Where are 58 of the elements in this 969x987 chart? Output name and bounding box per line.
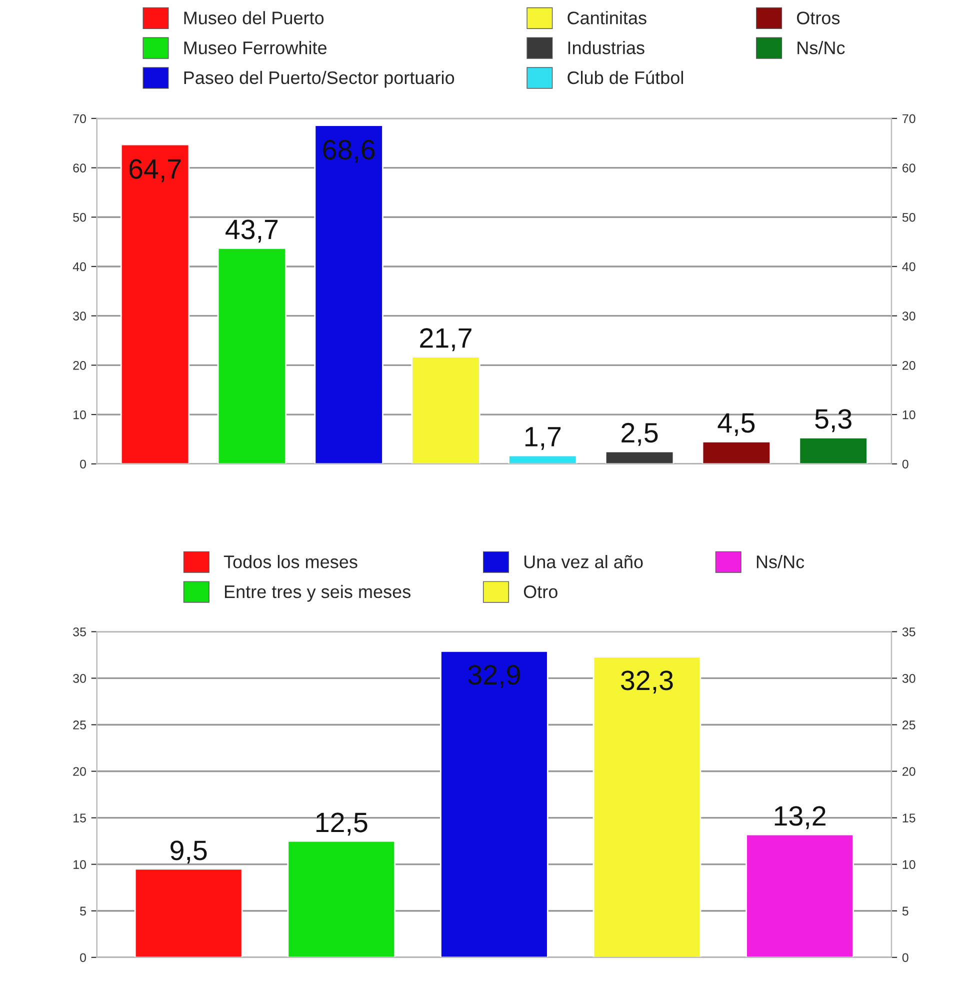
y2-tick-label: 30 — [902, 312, 916, 320]
y2-tick-label: 15 — [902, 814, 916, 822]
y2-tick-label: 35 — [902, 627, 916, 636]
y-tick-label: 30 — [73, 312, 86, 320]
data-label: 43,7 — [226, 220, 278, 243]
legend-label: Todos los meses — [224, 555, 358, 568]
y2-tick-label: 70 — [902, 114, 916, 124]
y-tick-label: 15 — [74, 814, 86, 822]
data-label: 5,3 — [815, 409, 852, 432]
data-label: 13,2 — [774, 806, 826, 830]
legend-label: Industrias — [568, 40, 644, 54]
y-tick-label: 20 — [73, 767, 86, 776]
y2-tick-label: 40 — [902, 262, 916, 272]
y2-tick-label: 20 — [902, 767, 916, 776]
legend-label: Cantinitas — [568, 11, 646, 24]
y2-tick-label: 30 — [902, 674, 916, 683]
data-label: 9,5 — [170, 840, 207, 864]
y-tick-label: 10 — [74, 410, 86, 420]
data-label: 68,6 — [323, 140, 375, 163]
y-tick-label: 40 — [72, 262, 86, 272]
data-label: 21,7 — [420, 328, 472, 352]
data-label: 2,5 — [622, 422, 658, 446]
legend-label: Una vez al año — [524, 555, 643, 568]
legend-label: Museo del Puerto — [184, 11, 324, 24]
data-label: 64,7 — [129, 159, 181, 182]
y2-tick-label: 0 — [902, 953, 908, 962]
y2-tick-label: 0 — [902, 460, 908, 469]
y2-tick-label: 10 — [902, 410, 916, 420]
legend-label: Ns/Nc — [798, 40, 845, 54]
y-tick-label: 10 — [74, 860, 86, 869]
y-tick-label: 20 — [73, 360, 86, 370]
y-tick-label: 0 — [80, 460, 86, 469]
y2-tick-label: 20 — [902, 360, 916, 370]
legend-label: Ns/Nc — [756, 555, 804, 568]
legend-label: Entre tres y seis meses — [224, 584, 410, 602]
y-tick-label: 5 — [80, 906, 86, 916]
y2-tick-label: 60 — [902, 164, 916, 172]
y2-tick-label: 50 — [902, 212, 916, 222]
y-tick-label: 50 — [73, 212, 86, 222]
y2-tick-label: 10 — [902, 860, 916, 869]
y-tick-label: 25 — [73, 720, 86, 730]
y2-tick-label: 25 — [902, 720, 916, 730]
legend-label: Club de Fútbol — [568, 70, 683, 84]
legend-label: Otro — [524, 585, 558, 598]
y2-tick-label: 5 — [902, 906, 908, 916]
data-label: 32,3 — [621, 670, 673, 694]
y-tick-label: 0 — [80, 953, 86, 962]
y-tick-label: 30 — [73, 674, 86, 683]
y-tick-label: 60 — [73, 164, 86, 172]
data-label: 32,9 — [468, 664, 520, 688]
legend-label: Paseo del Puerto/Sector portuario — [184, 70, 454, 88]
y-tick-label: 35 — [73, 627, 86, 636]
y-tick-label: 70 — [73, 114, 86, 124]
legend-label: Otros — [796, 12, 840, 24]
legend-label: Museo Ferrowhite — [184, 40, 327, 54]
data-label: 4,5 — [718, 413, 755, 436]
data-label: 1,7 — [525, 427, 561, 450]
data-label: 12,5 — [316, 812, 368, 836]
